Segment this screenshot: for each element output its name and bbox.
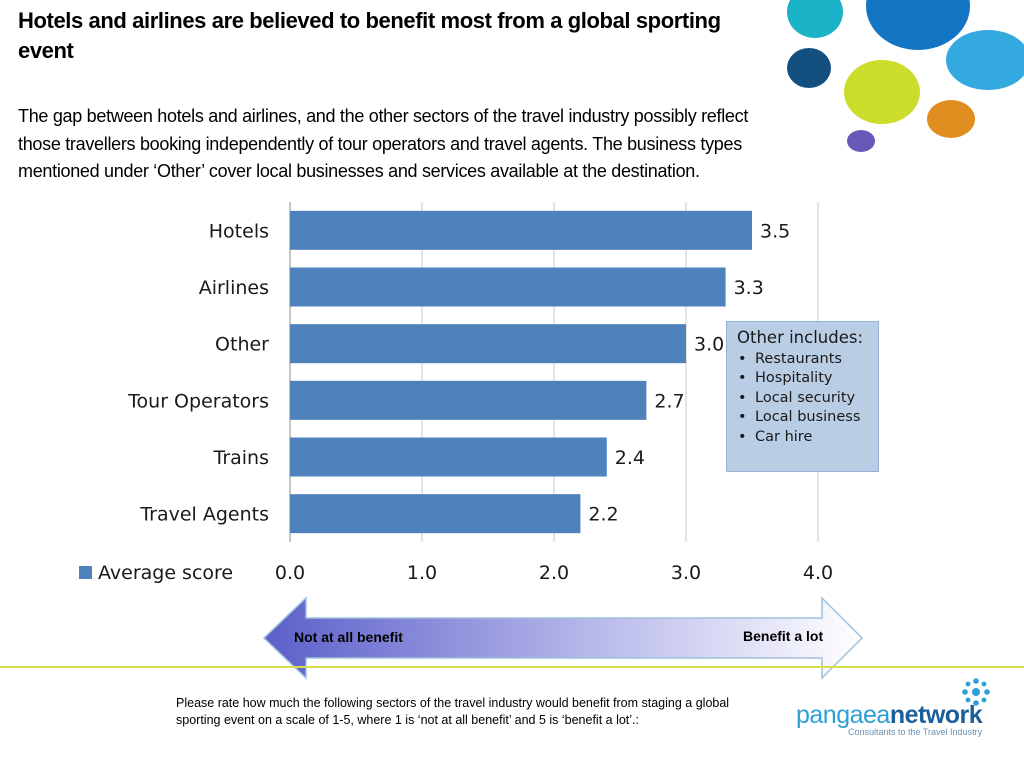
- footer-divider: [0, 666, 1024, 668]
- bar: [290, 210, 752, 250]
- logo-word-light: pangaea: [796, 701, 890, 729]
- x-tick-label: 0.0: [275, 562, 305, 584]
- logo-wordmark: pangaeanetwork: [796, 701, 983, 730]
- category-label: Trains: [213, 447, 270, 469]
- logo-word-bold: network: [889, 701, 983, 729]
- slide-title: Hotels and airlines are believed to bene…: [18, 8, 721, 63]
- note-item: Hospitality: [737, 369, 878, 389]
- x-tick-label: 3.0: [671, 562, 701, 584]
- circle-navy: [787, 48, 831, 88]
- legend-label: Average score: [98, 562, 233, 584]
- benefit-scale-arrow: [262, 596, 864, 680]
- decorative-circles: [787, 0, 1024, 152]
- bar: [290, 494, 581, 534]
- pangaea-network-logo: pangaeanetwork Consultants to the Travel…: [796, 676, 1016, 746]
- circle-blue-large: [866, 0, 970, 50]
- category-label: Travel Agents: [139, 504, 269, 526]
- bar: [290, 324, 686, 364]
- circle-purple: [847, 130, 875, 152]
- bar: [290, 437, 607, 477]
- note-item: Local security: [737, 389, 878, 409]
- data-label: 2.4: [615, 447, 645, 469]
- note-item: Restaurants: [737, 350, 878, 370]
- scale-high-label: Benefit a lot: [743, 628, 824, 644]
- x-tick-label: 4.0: [803, 562, 833, 584]
- note-item: Local business: [737, 408, 878, 428]
- category-label: Other: [215, 334, 269, 356]
- category-label: Airlines: [199, 277, 269, 299]
- x-tick-label: 2.0: [539, 562, 569, 584]
- data-label: 2.7: [654, 390, 684, 412]
- legend-swatch: [79, 566, 92, 579]
- slide-body-text: The gap between hotels and airlines, and…: [18, 106, 749, 181]
- logo-dots-icon: [962, 678, 990, 706]
- circle-sky: [946, 30, 1024, 90]
- category-label: Hotels: [209, 220, 269, 242]
- data-label: 3.5: [760, 220, 790, 242]
- data-label: 3.3: [734, 277, 764, 299]
- note-list: Restaurants Hospitality Local security L…: [737, 350, 878, 447]
- survey-footnote: Please rate how much the following secto…: [176, 696, 730, 727]
- note-title: Other includes:: [737, 328, 864, 347]
- data-label: 2.2: [588, 504, 618, 526]
- scale-low-label: Not at all benefit: [294, 629, 403, 645]
- category-label: Tour Operators: [127, 390, 269, 412]
- circle-teal: [787, 0, 843, 38]
- bar: [290, 267, 726, 307]
- x-tick-label: 1.0: [407, 562, 437, 584]
- other-includes-box: Other includes: Restaurants Hospitality …: [726, 321, 879, 472]
- bar: [290, 380, 647, 420]
- logo-tagline: Consultants to the Travel Industry: [848, 727, 983, 737]
- note-item: Car hire: [737, 428, 878, 448]
- circle-orange: [927, 100, 975, 138]
- circle-lime: [844, 60, 920, 124]
- data-label: 3.0: [694, 334, 724, 356]
